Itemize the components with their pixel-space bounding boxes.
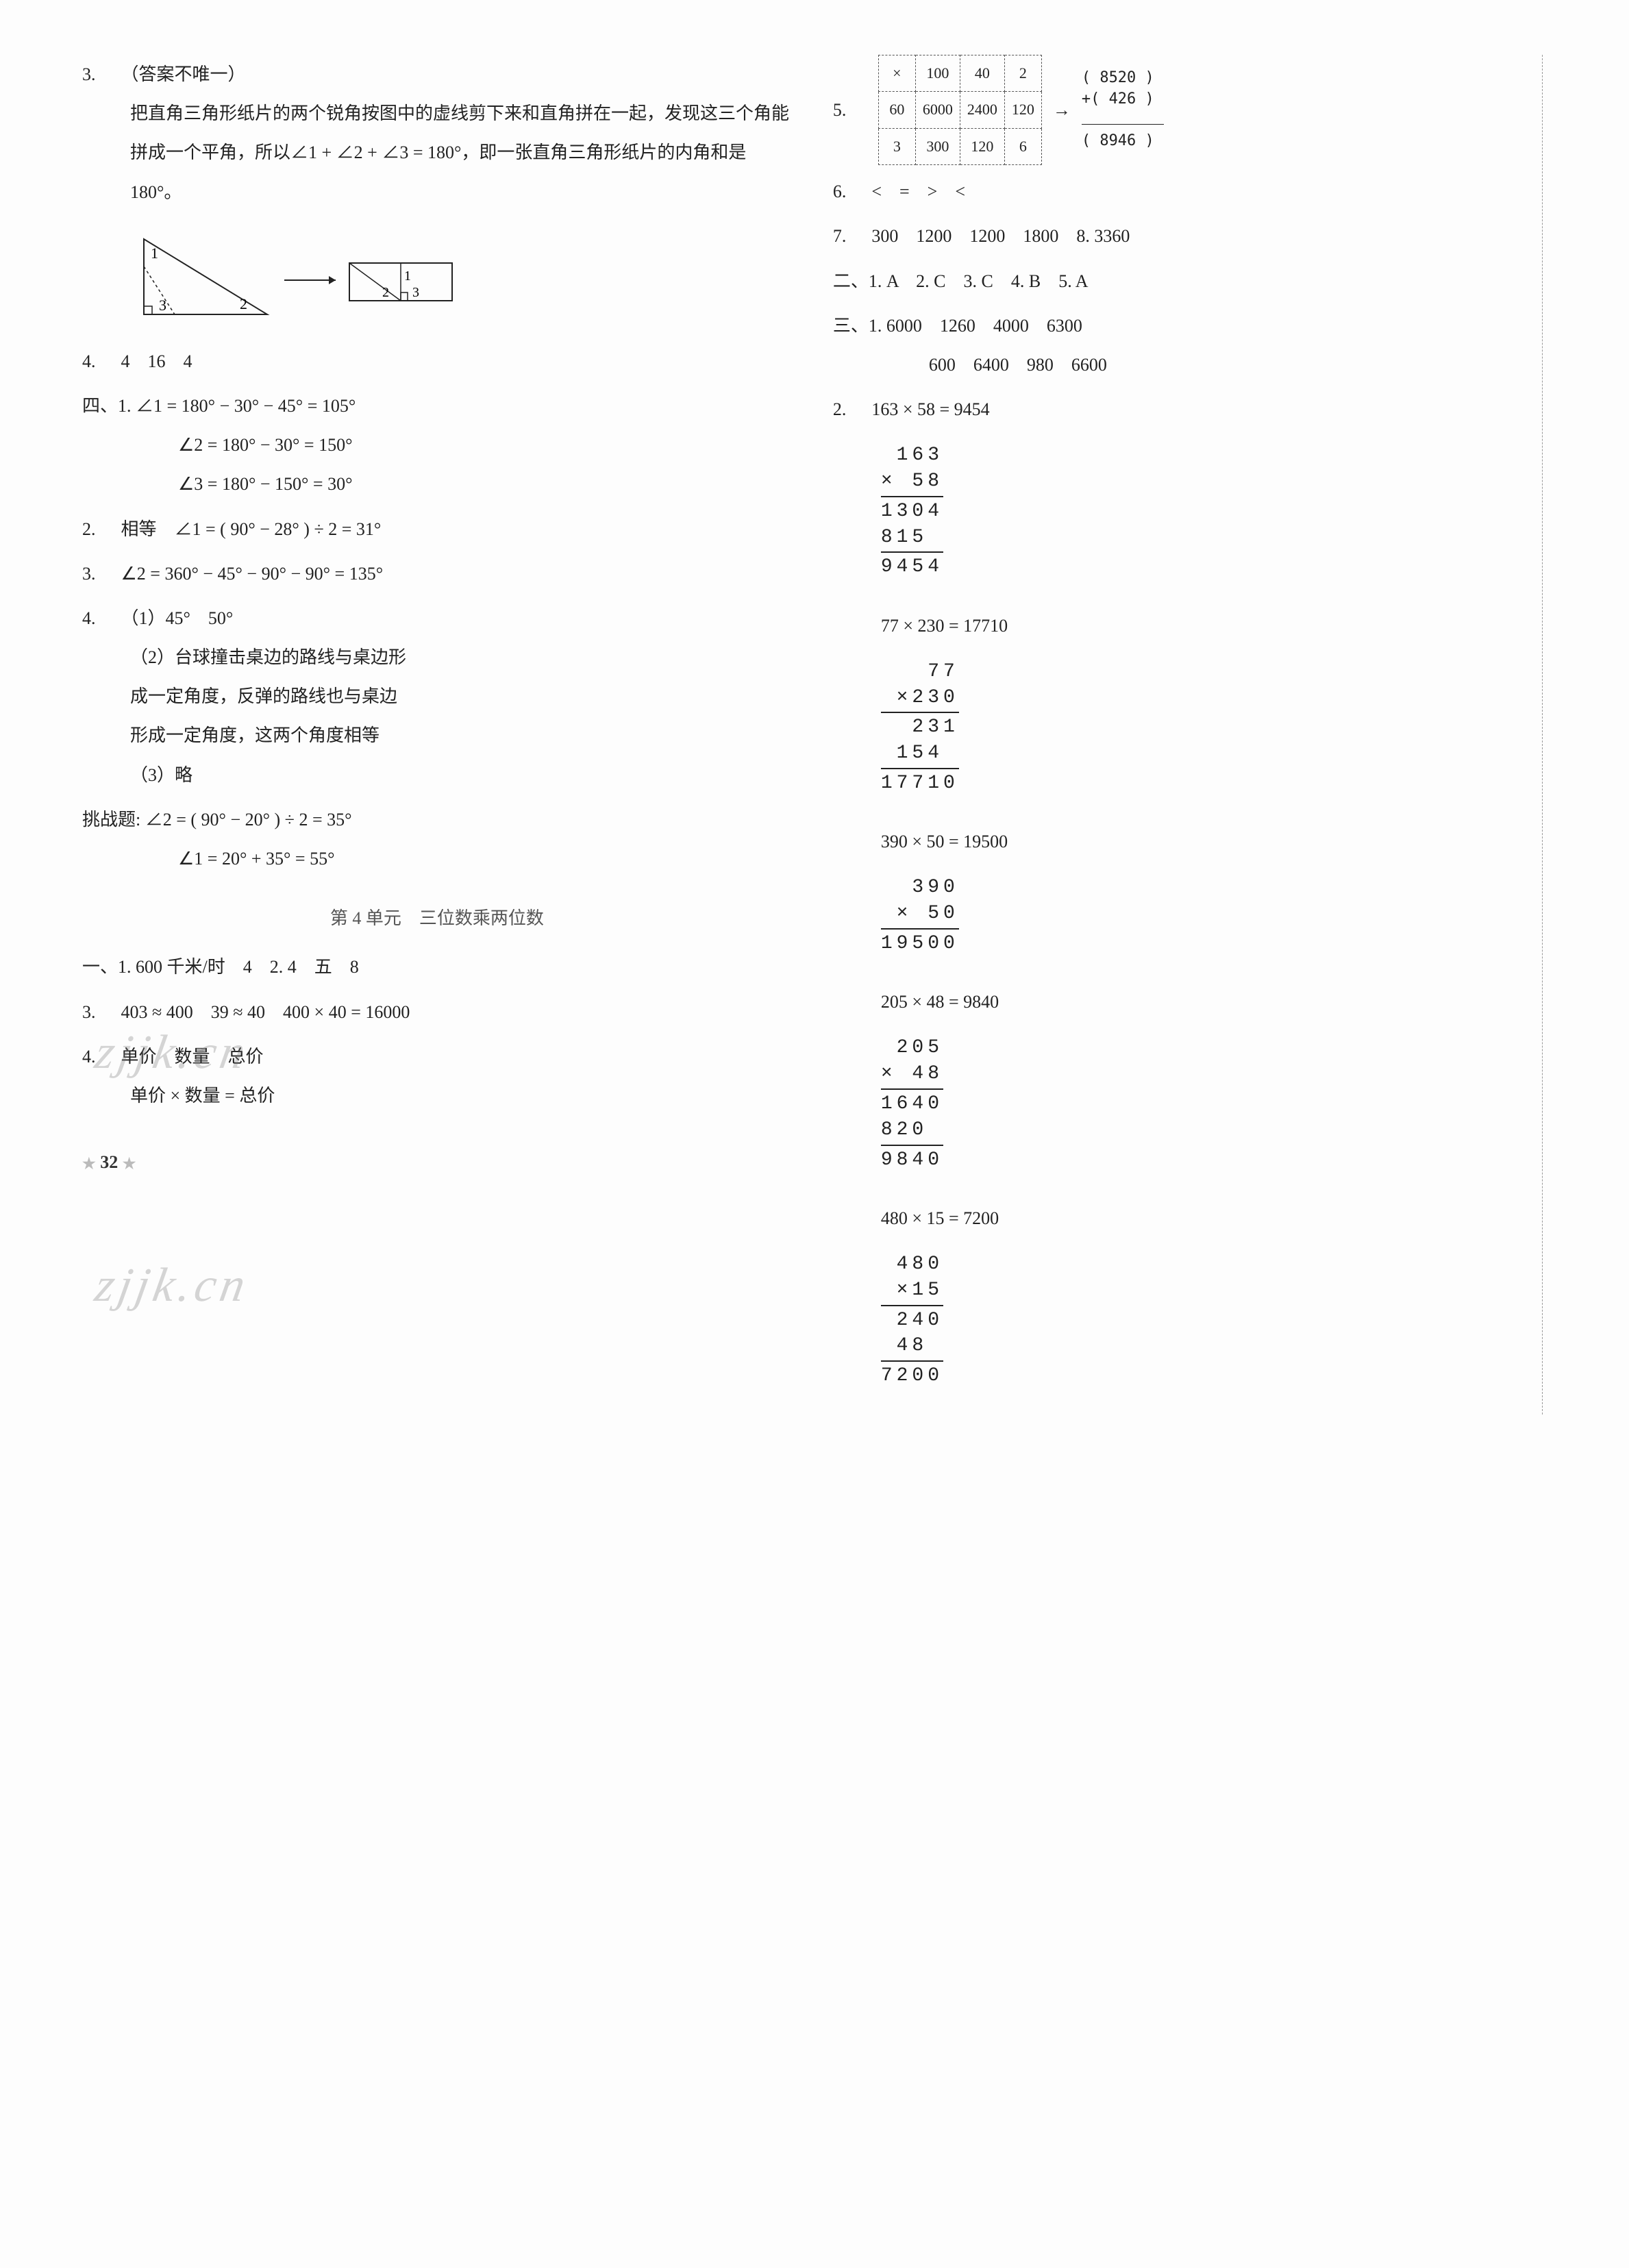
vmult-block: 77 ×230 231 154 17710 [881, 659, 1521, 801]
u4-q1: 一、1. 600 千米/时 4 2. 4 五 8 [82, 947, 792, 986]
sec4-l1: ∠1 = 180° − 30° − 45° = 105° [136, 396, 356, 416]
u4-q3-num: 3. [82, 993, 116, 1032]
u4-q1-text: 600 千米/时 4 2. 4 五 8 [136, 957, 359, 977]
sec4-q3: 3. ∠2 = 360° − 45° − 90° − 90° = 135° [82, 554, 792, 593]
s4q4-p2a: （2）台球撞击桌边的路线与桌边形 [82, 638, 792, 677]
q5-side: ( 8520 ) +( 426 ) ( 8946 ) [1082, 68, 1164, 152]
table-row: 3 300 120 6 [878, 128, 1041, 164]
q7-num: 7. [833, 216, 867, 256]
u4-q4: 4. 单价 数量 总价 单价 × 数量 = 总价 [82, 1037, 792, 1115]
q5-num: 5. [833, 90, 867, 129]
sec2: 二、1. A 2. C 3. C 4. B 5. A [833, 262, 1521, 301]
vmult-eq: 77 × 230 = 17710 [833, 606, 1521, 645]
q5-side-c: ( 8946 ) [1082, 131, 1164, 152]
s4q3-text: ∠2 = 360° − 45° − 90° − 90° = 135° [121, 564, 384, 584]
svg-text:1: 1 [404, 269, 411, 284]
svg-text:2: 2 [382, 285, 389, 300]
arrow-icon: → [1053, 90, 1071, 129]
sec3-q2: 2. 163 × 58 = 9454 [833, 390, 1521, 429]
q5-side-a: ( 8520 ) [1082, 68, 1164, 89]
q3-num: 3. [82, 55, 116, 94]
u4-q4-l1: 单价 数量 总价 [121, 1047, 264, 1067]
vmult-eq: 163 × 58 = 9454 [871, 399, 989, 419]
sec2-head: 二、1. [833, 271, 882, 291]
svg-text:3: 3 [412, 285, 419, 300]
star-icon: ★ [123, 1155, 136, 1172]
s4q4-p3: （3）略 [82, 756, 792, 795]
u4-q3: 3. 403 ≈ 400 39 ≈ 40 400 × 40 = 16000 [82, 993, 792, 1032]
triangle-diagram: 1 3 2 2 1 3 [82, 225, 792, 328]
s4q4-p1: （1）45° 50° [121, 608, 234, 628]
left-column: 3. （答案不唯一） 把直角三角形纸片的两个锐角按图中的虚线剪下来和直角拼在一起… [82, 55, 792, 1415]
u4-q1-head: 一、1. [82, 957, 132, 977]
page: 3. （答案不唯一） 把直角三角形纸片的两个锐角按图中的虚线剪下来和直角拼在一起… [82, 55, 1560, 1415]
sec4-l3: ∠3 = 180° − 150° = 30° [82, 464, 792, 503]
q6-text: < = > < [871, 182, 965, 201]
vmult-eq: 205 × 48 = 9840 [833, 982, 1521, 1021]
tri-label-3: 3 [159, 297, 166, 314]
q6-num: 6. [833, 172, 867, 211]
q3-note: （答案不唯一） [121, 64, 246, 84]
s3q2-num: 2. [833, 390, 867, 429]
challenge: 挑战题: ∠2 = ( 90° − 20° ) ÷ 2 = 35° ∠1 = 2… [82, 800, 792, 878]
challenge-l2: ∠1 = 20° + 35° = 55° [82, 839, 792, 878]
q7: 7. 300 1200 1200 1800 8. 3360 [833, 216, 1521, 256]
sec4-q1: 四、1. ∠1 = 180° − 30° − 45° = 105° ∠2 = 1… [82, 386, 792, 504]
vmult-eq: 480 × 15 = 7200 [833, 1199, 1521, 1238]
table-row: 60 6000 2400 120 [878, 92, 1041, 128]
q7-text: 300 1200 1200 1800 8. 3360 [871, 226, 1130, 246]
sec3-l1: 6000 1260 4000 6300 [886, 316, 1082, 336]
challenge-l1: ∠2 = ( 90° − 20° ) ÷ 2 = 35° [145, 810, 352, 830]
tri-label-2: 2 [240, 295, 247, 312]
s4q4-p2b: 成一定角度，反弹的路线也与桌边 [82, 677, 792, 716]
sec4-q2: 2. 相等 ∠1 = ( 90° − 28° ) ÷ 2 = 31° [82, 510, 792, 549]
page-number: 32 [100, 1152, 118, 1172]
star-icon: ★ [82, 1155, 96, 1172]
s4q4-p2c: 形成一定角度，这两个角度相等 [82, 716, 792, 755]
q4: 4. 4 16 4 [82, 342, 792, 381]
vmult-block: 205 × 48 1640 820 9840 [881, 1035, 1521, 1177]
sec4-l2: ∠2 = 180° − 30° = 150° [82, 425, 792, 464]
right-column: 5. × 100 40 2 60 6000 2400 120 3 300 1 [833, 55, 1543, 1415]
q5-side-b: +( 426 ) [1082, 89, 1164, 110]
q5-table: × 100 40 2 60 6000 2400 120 3 300 120 6 [878, 55, 1042, 165]
u4-q4-l2: 单价 × 数量 = 总价 [82, 1076, 792, 1115]
sec4-q4: 4. （1）45° 50° （2）台球撞击桌边的路线与桌边形 成一定角度，反弹的… [82, 599, 792, 795]
page-number-area: ★ 32 ★ [82, 1143, 792, 1182]
tri-label-1: 1 [151, 245, 158, 262]
sec2-text: A 2. C 3. C 4. B 5. A [886, 271, 1089, 291]
s4q2-num: 2. [82, 510, 116, 549]
vmult-eq: 390 × 50 = 19500 [833, 822, 1521, 861]
q4-vals: 4 16 4 [121, 351, 192, 371]
sec3-l2: 600 6400 980 6600 [833, 345, 1521, 384]
vmult-block: 480 ×15 240 48 7200 [881, 1251, 1521, 1394]
table-row: × 100 40 2 [878, 55, 1041, 92]
u4-q4-num: 4. [82, 1037, 116, 1076]
q5: 5. × 100 40 2 60 6000 2400 120 3 300 1 [833, 55, 1521, 165]
sec4-head: 四、1. [82, 396, 132, 416]
challenge-head: 挑战题: [82, 810, 140, 830]
s4q2-text: 相等 ∠1 = ( 90° − 28° ) ÷ 2 = 31° [121, 519, 382, 539]
sec3-head: 三、1. [833, 316, 882, 336]
s4q3-num: 3. [82, 554, 116, 593]
vmult-block: 163 × 58 1304 815 9454 [881, 443, 1521, 585]
vmult-block: 390 × 50 19500 [881, 875, 1521, 962]
q3: 3. （答案不唯一） 把直角三角形纸片的两个锐角按图中的虚线剪下来和直角拼在一起… [82, 55, 792, 212]
unit4-title: 第 4 单元 三位数乘两位数 [82, 899, 792, 938]
q6: 6. < = > < [833, 172, 1521, 211]
q4-num: 4. [82, 342, 116, 381]
q3-para: 把直角三角形纸片的两个锐角按图中的虚线剪下来和直角拼在一起，发现这三个角能拼成一… [82, 94, 792, 212]
sec3: 三、1. 6000 1260 4000 6300 600 6400 980 66… [833, 306, 1521, 384]
u4-q3-text: 403 ≈ 400 39 ≈ 40 400 × 40 = 16000 [121, 1002, 410, 1022]
s4q4-num: 4. [82, 599, 116, 638]
